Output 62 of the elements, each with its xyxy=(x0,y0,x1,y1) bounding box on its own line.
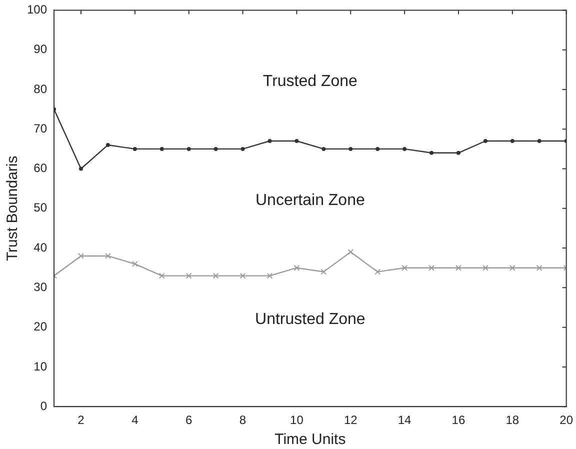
x-tick-label: 4 xyxy=(132,413,139,428)
x-tick-label: 6 xyxy=(185,413,192,428)
point xyxy=(402,264,408,271)
y-axis-title: Trust Boundaris xyxy=(4,156,22,262)
point xyxy=(428,264,434,271)
point xyxy=(320,268,327,275)
x-tick-label: 2 xyxy=(78,413,85,428)
point xyxy=(186,146,191,151)
point xyxy=(509,264,516,271)
point xyxy=(160,146,164,151)
point xyxy=(266,272,273,279)
x-tick-label: 20 xyxy=(560,413,574,428)
point xyxy=(186,272,192,279)
y-tick-label: 10 xyxy=(34,359,48,374)
point xyxy=(240,146,245,151)
point xyxy=(78,166,83,171)
y-tick-label: 40 xyxy=(34,240,48,254)
x-axis-title: Time Units xyxy=(274,431,346,448)
point xyxy=(483,139,488,144)
x-tick-label: 16 xyxy=(452,413,466,428)
point xyxy=(402,146,407,151)
y-tick-label: 100 xyxy=(26,2,48,17)
point xyxy=(537,139,542,144)
point xyxy=(214,146,218,151)
point xyxy=(430,150,434,155)
point xyxy=(536,264,542,271)
point xyxy=(456,264,462,271)
y-tick-label: 90 xyxy=(34,42,48,56)
point xyxy=(104,252,111,259)
y-tick-label: 30 xyxy=(34,280,48,294)
point xyxy=(482,264,488,271)
point xyxy=(374,268,381,275)
point xyxy=(132,146,137,151)
point xyxy=(294,264,300,271)
y-tick-label: 80 xyxy=(34,82,48,96)
point xyxy=(294,139,299,144)
x-tick-label: 18 xyxy=(506,413,520,428)
y-tick-label: 70 xyxy=(34,121,48,136)
annotation: Uncertain Zone xyxy=(255,192,365,209)
point xyxy=(212,272,219,279)
point xyxy=(348,146,353,151)
point xyxy=(240,272,246,279)
point xyxy=(376,146,380,151)
point xyxy=(322,146,326,151)
x-tick-label: 14 xyxy=(398,413,412,428)
annotation: Trusted Zone xyxy=(262,72,358,90)
y-tick-label: 50 xyxy=(34,200,48,215)
point xyxy=(510,139,514,144)
point xyxy=(268,139,272,144)
y-tick-label: 0 xyxy=(40,398,48,413)
point xyxy=(456,150,460,155)
x-tick-label: 8 xyxy=(239,413,246,428)
x-tick-label: 12 xyxy=(344,413,358,428)
point xyxy=(158,272,165,279)
point xyxy=(78,252,84,259)
point xyxy=(106,142,110,147)
annotation: Untrusted Zone xyxy=(255,310,366,328)
y-tick-label: 60 xyxy=(34,161,48,176)
y-tick-label: 20 xyxy=(34,320,48,334)
point xyxy=(348,249,354,255)
x-tick-label: 10 xyxy=(290,413,304,428)
point xyxy=(132,260,138,267)
